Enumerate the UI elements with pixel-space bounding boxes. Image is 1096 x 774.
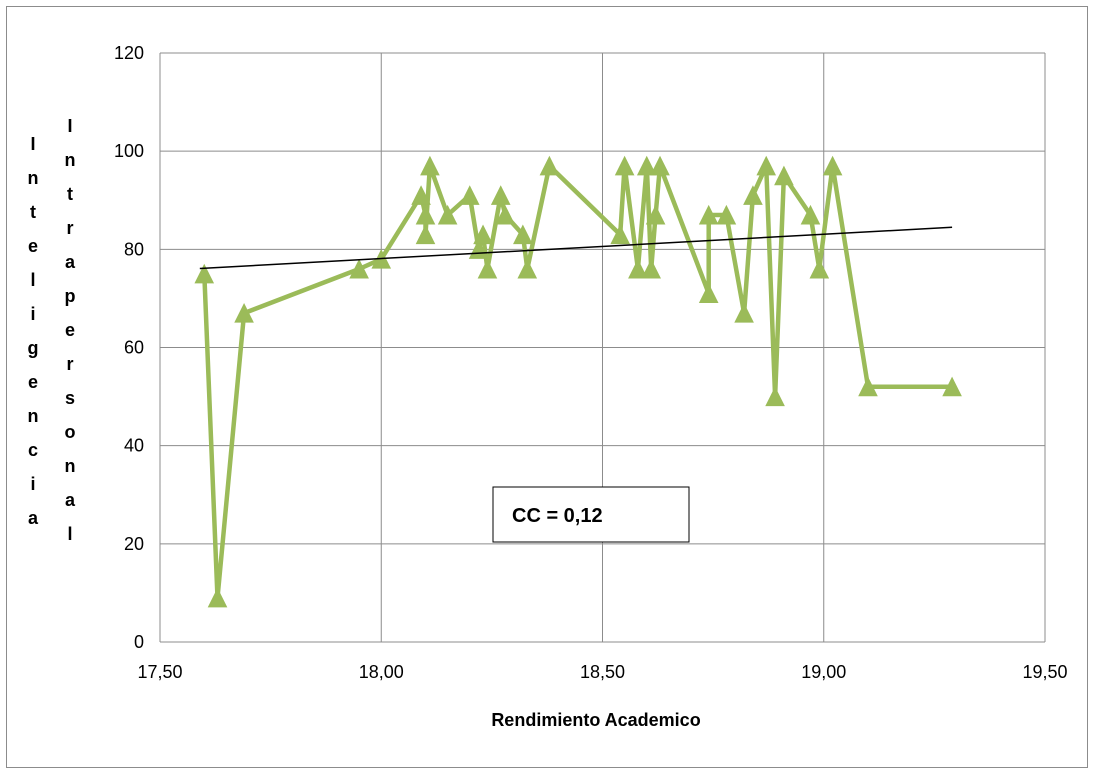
data-point-marker (477, 258, 498, 279)
data-point-marker (774, 165, 794, 186)
series-markers (194, 155, 962, 608)
y-axis-title-letter: c (28, 440, 38, 460)
y-tick-label: 120 (114, 43, 144, 63)
data-point-marker (349, 258, 369, 279)
y-axis-title-letter: n (28, 168, 39, 188)
data-point-marker (743, 185, 763, 205)
y-tick-label: 100 (114, 141, 144, 161)
data-point-marker (641, 258, 661, 279)
y-axis-title-letter: t (67, 184, 73, 204)
y-axis-title-letter: e (28, 372, 38, 392)
x-tick-label: 17,50 (137, 662, 182, 682)
x-tick-label: 19,00 (801, 662, 846, 682)
data-point-marker (800, 204, 821, 225)
y-axis-title-letter: r (66, 218, 73, 238)
data-point-marker (415, 204, 436, 225)
data-point-marker (490, 185, 511, 205)
cc-annotation-text: CC = 0,12 (512, 505, 603, 527)
data-point-marker (495, 204, 515, 225)
trendline (199, 226, 953, 270)
data-point-marker (636, 155, 657, 176)
y-axis-title-letter: n (28, 406, 39, 426)
x-axis-title: Rendimiento Academico (491, 710, 700, 730)
data-point-marker (610, 224, 631, 245)
data-point-marker (942, 376, 962, 397)
data-point-marker (459, 185, 480, 205)
gridlines (159, 52, 1046, 643)
data-point-marker (650, 155, 670, 176)
y-axis-title-letter: n (65, 456, 76, 476)
x-tick-labels: 17,50 18,00 18,50 19,00 19,50 (137, 662, 1067, 682)
y-tick-label: 20 (124, 534, 144, 554)
y-tick-label: 60 (124, 338, 144, 358)
y-axis-title-letter: o (65, 422, 76, 442)
data-point-marker (858, 376, 878, 397)
y-axis-title-letter: i (30, 474, 35, 494)
y-axis-title-letter: n (65, 150, 76, 170)
data-point-marker (765, 386, 785, 407)
data-point-marker (194, 263, 215, 284)
y-axis-title-letter: r (66, 354, 73, 374)
y-axis-title-letter: a (65, 252, 76, 272)
y-axis-title-letter: I (67, 116, 72, 136)
y-axis-title-letter: i (30, 304, 35, 324)
x-tick-label: 18,00 (359, 662, 404, 682)
y-axis-title-letter: l (30, 270, 35, 290)
data-point-marker (473, 224, 493, 245)
y-axis-title-letter: p (65, 286, 76, 306)
x-tick-label: 19,50 (1022, 662, 1067, 682)
data-point-marker (716, 204, 737, 225)
data-point-marker (734, 303, 754, 323)
y-axis-title-letter: a (65, 490, 76, 510)
y-axis-title-letter: a (28, 508, 39, 528)
y-axis-title-letter: e (65, 320, 75, 340)
data-point-marker (698, 283, 719, 304)
data-point-marker (539, 155, 560, 176)
cc-annotation-box (492, 486, 690, 543)
data-point-marker (207, 587, 228, 608)
data-point-marker (234, 303, 254, 323)
data-point-marker (756, 155, 777, 176)
data-point-marker (809, 258, 830, 279)
trendline-line (199, 226, 953, 270)
data-point-marker (822, 155, 843, 176)
y-tick-labels: 0 20 40 60 80 100 120 (114, 43, 144, 652)
y-tick-label: 80 (124, 239, 144, 259)
y-axis-title-letter: g (28, 338, 39, 358)
data-point-marker (420, 155, 440, 176)
y-axis-title-letter: t (30, 202, 36, 222)
data-point-marker (628, 258, 648, 279)
y-tick-label: 40 (124, 436, 144, 456)
data-point-marker (698, 204, 719, 225)
y-axis-title-letter: s (65, 388, 75, 408)
y-tick-label: 0 (134, 632, 144, 652)
data-point-marker (517, 258, 538, 279)
data-point-marker (513, 224, 533, 245)
data-point-marker (614, 155, 635, 176)
data-point-marker (415, 224, 436, 245)
x-tick-label: 18,50 (580, 662, 625, 682)
data-point-marker (645, 204, 666, 225)
data-point-marker (411, 185, 431, 205)
y-axis-title-letter: l (67, 524, 72, 544)
y-axis-title-letter: I (30, 134, 35, 154)
y-axis-title-letter: e (28, 236, 38, 256)
data-point-marker (437, 204, 458, 225)
